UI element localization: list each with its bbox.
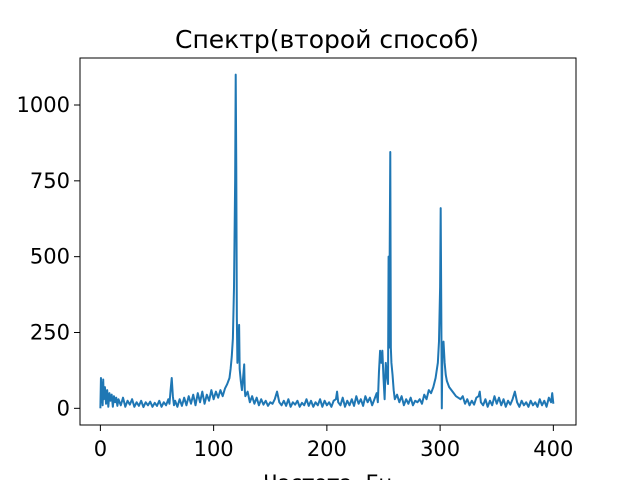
spectrum-series-line <box>99 73 555 410</box>
y-tick-label: 500 <box>30 245 70 269</box>
y-tick-label: 0 <box>57 396 70 420</box>
plot-frame <box>79 57 577 426</box>
y-tick-label: 750 <box>30 169 70 193</box>
y-tick-label: 1000 <box>17 93 70 117</box>
chart-title: Спектр(второй способ) <box>175 25 479 54</box>
x-tick-label: 100 <box>194 437 234 461</box>
x-tick-label: 200 <box>307 437 347 461</box>
x-axis: 0 100 200 300 400 <box>94 425 573 461</box>
x-axis-label: Частота, Гц <box>263 471 392 480</box>
y-axis: 0 250 500 750 1000 <box>17 93 80 420</box>
x-tick-label: 400 <box>533 437 573 461</box>
x-tick-label: 300 <box>420 437 460 461</box>
y-tick-label: 250 <box>30 320 70 344</box>
x-tick-label: 0 <box>94 437 107 461</box>
